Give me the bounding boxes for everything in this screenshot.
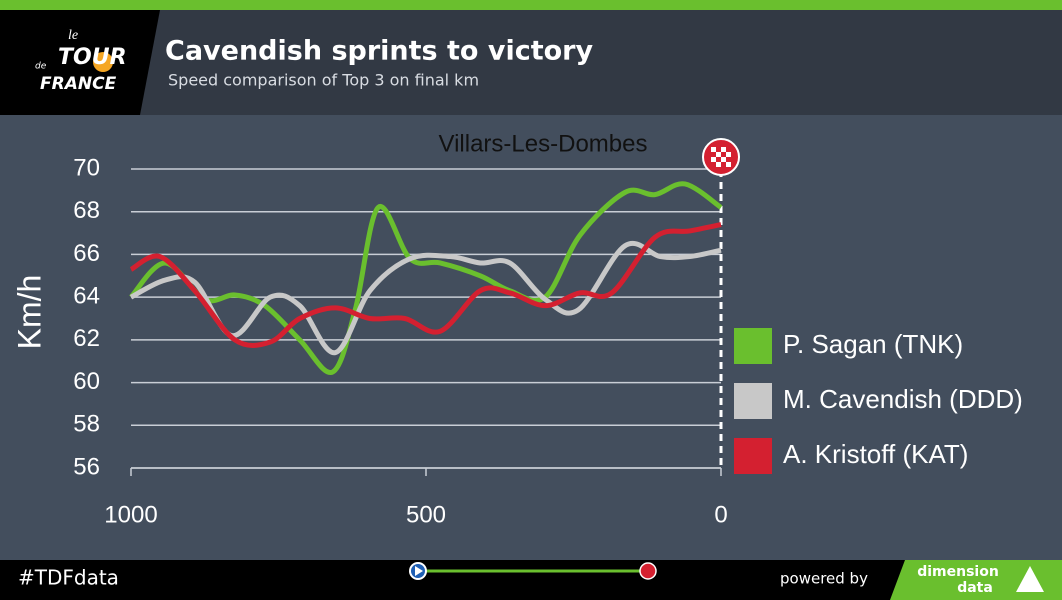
x-tick-label: 0 <box>714 501 727 528</box>
legend-label: A. Kristoff (KAT) <box>783 439 968 469</box>
logo-text: de <box>35 62 47 72</box>
powered-by: powered by <box>780 570 868 588</box>
finish-flag <box>716 162 721 167</box>
legend-label: P. Sagan (TNK) <box>783 329 963 359</box>
hashtag: #TDFdata <box>18 566 119 590</box>
y-tick-label: 64 <box>73 282 100 309</box>
legend-swatch <box>734 328 772 364</box>
finish-flag <box>721 147 726 152</box>
footer <box>0 560 1062 600</box>
x-tick-label: 1000 <box>104 501 157 528</box>
top-strip <box>0 0 1062 10</box>
logo-text: TOUR <box>58 45 127 70</box>
y-tick-label: 56 <box>73 453 100 480</box>
finish-flag <box>711 157 716 162</box>
logo-text: FRANCE <box>40 74 117 94</box>
finish-flag <box>726 162 731 167</box>
logo-box <box>0 10 160 115</box>
annotation: Villars-Les-Dombes <box>439 130 648 157</box>
subtitle: Speed comparison of Top 3 on final km <box>168 71 479 90</box>
brand-text: data <box>957 580 993 596</box>
legend-swatch <box>734 383 772 419</box>
brand-text: dimension <box>917 564 999 580</box>
play-icon <box>415 566 423 576</box>
y-tick-label: 68 <box>73 197 100 224</box>
y-tick-label: 60 <box>73 368 100 395</box>
y-tick-label: 62 <box>73 325 100 352</box>
x-tick-label: 500 <box>406 501 446 528</box>
title: Cavendish sprints to victory <box>165 36 593 67</box>
y-axis-label: Km/h <box>11 275 47 350</box>
finish-flag <box>716 152 721 157</box>
finish-flag <box>711 147 716 152</box>
logo-text: le <box>68 28 78 43</box>
y-tick-label: 66 <box>73 240 100 267</box>
line <box>129 181 723 375</box>
legend-label: M. Cavendish (DDD) <box>783 384 1023 414</box>
finish-flag <box>721 157 726 162</box>
line <box>129 222 722 348</box>
finish-flag <box>726 152 731 157</box>
header <box>0 10 1062 115</box>
brand-icon <box>1016 566 1044 592</box>
legend-swatch <box>734 438 772 474</box>
logo-sun <box>93 52 113 72</box>
y-tick-label: 70 <box>73 154 100 181</box>
finish-icon <box>639 562 657 580</box>
y-tick-label: 58 <box>73 411 100 438</box>
